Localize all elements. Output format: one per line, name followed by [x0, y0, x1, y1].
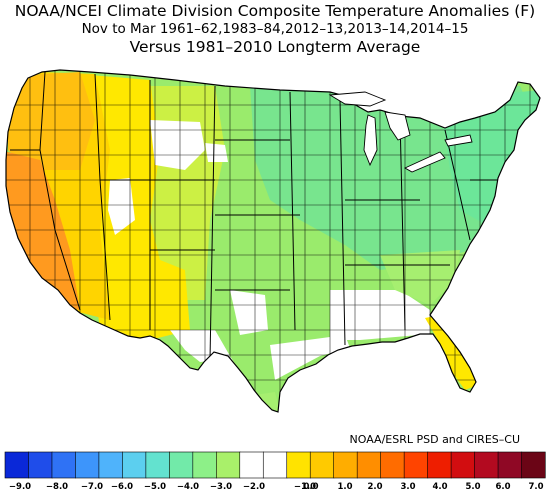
legend-swatch: [521, 451, 546, 479]
legend-tick-label: −8.0: [46, 482, 68, 492]
lake-huron: [384, 111, 411, 141]
map-subtitle-baseline: Versus 1981–2010 Longterm Average: [129, 38, 421, 56]
color-legend: −9.0 −8.0 −7.0 −6.0 −5.0 −4.0 −3.0 −2.0 −1.00.0 1…: [4, 451, 546, 492]
region-neutral-dakotas: [205, 143, 228, 162]
legend-tick-labels: −9.0 −8.0 −7.0 −6.0 −5.0 −4.0 −3.0 −2.0 −1.00.0 1…: [9, 482, 544, 492]
lake-ontario: [444, 134, 473, 147]
legend-swatch: [239, 451, 264, 479]
legend-swatch: [450, 451, 476, 479]
region-neutral-wyoming: [150, 120, 205, 170]
anomaly-regions: [6, 70, 540, 412]
legend-swatch: [286, 451, 311, 479]
map-title: NOAA/NCEI Climate Division Composite Tem…: [14, 2, 536, 20]
legend-swatch: [262, 451, 288, 479]
legend-swatch: [192, 451, 217, 479]
legend-tick-label: −7.0: [81, 482, 103, 492]
state-boundaries: [10, 71, 520, 361]
legend-swatch: [427, 451, 452, 479]
legend-swatch: [169, 451, 194, 479]
legend-swatch: [474, 451, 499, 479]
legend-swatch: [380, 451, 405, 479]
lake-erie: [404, 151, 446, 173]
legend-swatches: [4, 451, 546, 479]
legend-tick-label: 6.0: [495, 482, 510, 492]
legend-tick-label: 7.0: [528, 482, 543, 492]
credit-label: NOAA/ESRL PSD and CIRES–CU: [349, 433, 520, 446]
division-boundaries: [6, 70, 540, 412]
legend-swatch: [497, 451, 523, 479]
legend-swatch: [403, 451, 429, 479]
region-neutral-texas-patch: [230, 290, 268, 335]
legend-tick-label: −5.0: [144, 482, 166, 492]
legend-swatch: [75, 451, 100, 479]
lake-michigan: [363, 114, 378, 167]
legend-swatch: [122, 451, 147, 479]
legend-tick-label: −2.0: [243, 482, 265, 492]
legend-swatch: [145, 451, 170, 479]
region-rockies: [90, 75, 190, 340]
legend-swatch: [28, 451, 53, 479]
legend-tick-label: 2.0: [367, 482, 382, 492]
great-lakes: [328, 91, 473, 173]
legend-swatch: [4, 451, 30, 479]
legend-swatch: [356, 451, 382, 479]
map-subtitle-period: Nov to Mar 1961–62,1983–84,2012–13,2013–…: [81, 21, 469, 37]
region-florida: [425, 315, 478, 390]
legend-tick-label: 5.0: [465, 482, 480, 492]
region-neutral-great-basin: [108, 178, 135, 235]
legend-tick-label: −6.0: [111, 482, 133, 492]
legend-tick-label: 0.0: [303, 482, 318, 492]
legend-swatch: [51, 451, 77, 479]
lake-superior: [328, 91, 387, 107]
us-anomaly-map: [5, 69, 541, 413]
legend-tick-label: −1.0: [294, 482, 316, 492]
region-southeast: [380, 250, 460, 305]
legend-tick-label: 3.0: [400, 482, 415, 492]
legend-swatch: [333, 451, 358, 479]
legend-tick-label: −9.0: [9, 482, 31, 492]
legend-swatch: [98, 451, 123, 479]
region-south-texas: [255, 392, 280, 412]
region-neutral-southwest-texas: [170, 330, 255, 395]
legend-tick-label: 4.0: [432, 482, 447, 492]
legend-tick-label: 1.0: [337, 482, 352, 492]
legend-swatch: [216, 451, 241, 479]
legend-tick-label: −3.0: [210, 482, 232, 492]
legend-tick-label: −4.0: [177, 482, 199, 492]
legend-swatch: [309, 451, 335, 479]
